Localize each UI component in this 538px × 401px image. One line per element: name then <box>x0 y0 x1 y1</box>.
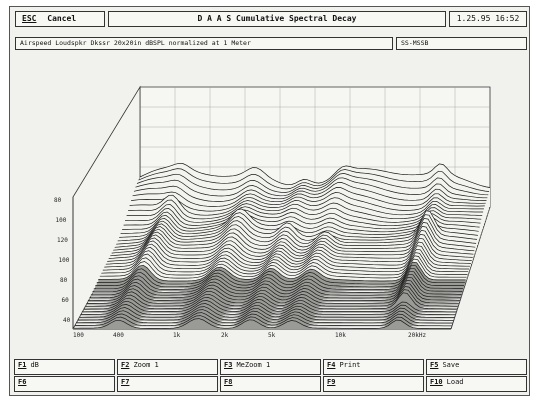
function-key-code: F10 <box>430 378 443 386</box>
function-key-code: F9 <box>327 378 336 386</box>
spectral-slice <box>136 173 489 196</box>
date-display: 1.25.95 16:52 <box>449 11 527 27</box>
y-tick-label: 60 <box>61 297 69 304</box>
slice-fill <box>117 214 477 248</box>
spectral-slice <box>83 292 458 310</box>
spectral-slice <box>99 258 467 279</box>
window-title: D A A S Cumulative Spectral Decay <box>108 11 446 27</box>
spectral-slice <box>116 218 477 245</box>
function-key-f6[interactable]: F6 <box>14 376 115 392</box>
function-key-label: Save <box>442 361 460 369</box>
spectral-slice <box>135 177 488 199</box>
spectral-slice <box>73 318 451 329</box>
spectral-slice <box>77 309 454 321</box>
waterfall-plot <box>72 85 491 330</box>
y-tick-label: 40 <box>63 317 71 324</box>
spectral-slice <box>93 270 464 290</box>
spectral-slice <box>81 300 457 313</box>
function-key-code: F6 <box>18 378 27 386</box>
function-key-code: F1 <box>18 361 27 369</box>
function-key-f8[interactable]: F8 <box>220 376 321 392</box>
function-key-label: Print <box>339 361 361 369</box>
spectral-slice <box>108 237 472 261</box>
function-key-f4[interactable]: F4 Print <box>323 359 424 375</box>
spectral-slice <box>114 222 476 248</box>
function-key-f2[interactable]: F2 Zoom 1 <box>117 359 218 375</box>
spectral-slice <box>102 252 469 273</box>
spectral-slice <box>76 312 453 324</box>
x-tick-label: 20kHz <box>408 332 427 339</box>
spectral-slice <box>84 289 458 307</box>
spectral-slice <box>105 245 471 267</box>
time-axis-line <box>450 206 491 330</box>
slice-fill <box>116 218 477 251</box>
y-tick-label: 120 <box>57 237 68 244</box>
spectral-slice <box>119 210 478 238</box>
function-key-code: F2 <box>121 361 130 369</box>
y-tick-label: 80 <box>54 197 62 204</box>
spectral-slice <box>113 225 475 252</box>
spectral-slice <box>139 162 491 188</box>
spectral-slice <box>133 182 487 202</box>
spectral-slice <box>98 261 466 282</box>
spectral-slice <box>107 241 471 264</box>
daas-window: ESC Cancel D A A S Cumulative Spectral D… <box>9 6 530 396</box>
y-tick-label: 80 <box>60 277 68 284</box>
spectral-slice <box>90 276 462 296</box>
spectral-slice <box>117 214 478 242</box>
function-key-label: MeZoom 1 <box>236 361 271 369</box>
spectral-slice <box>104 248 470 270</box>
slice-fill <box>113 226 475 256</box>
spectral-slice <box>86 286 459 304</box>
x-tick-label: 5k <box>268 332 276 339</box>
x-tick-label: 10k <box>335 332 346 339</box>
spectral-slice <box>74 315 452 327</box>
spectral-slice <box>110 233 473 258</box>
x-tick-label: 1k <box>173 332 181 339</box>
spectral-slice <box>101 255 468 276</box>
function-key-f7[interactable]: F7 <box>117 376 218 392</box>
file-name: SS-MSSB <box>396 37 527 50</box>
spectral-slice <box>111 229 474 255</box>
function-key-label: dB <box>30 361 39 369</box>
function-key-f1[interactable]: F1 dB <box>14 359 115 375</box>
spectral-slice <box>126 204 483 223</box>
spectral-slice <box>129 194 484 216</box>
spectral-slice <box>89 279 461 299</box>
escape-key-label: ESC <box>22 14 37 23</box>
function-key-f5[interactable]: F5 Save <box>426 359 527 375</box>
escape-label: Cancel <box>47 14 77 23</box>
slice-fill <box>119 210 478 245</box>
measurement-description: Airspeed Loudspkr Dkssr 20x20in dBSPL no… <box>15 37 393 50</box>
spectral-slice <box>92 273 463 293</box>
function-key-f9[interactable]: F9 <box>323 376 424 392</box>
y-tick-label: 100 <box>55 217 67 224</box>
spectral-slice <box>138 168 490 192</box>
x-tick-label: 100 <box>73 332 84 339</box>
spectral-slice <box>78 306 455 318</box>
spectral-slice <box>96 264 465 285</box>
function-key-code: F4 <box>327 361 336 369</box>
function-key-code: F3 <box>224 361 233 369</box>
spectral-slice <box>80 303 456 316</box>
x-tick-label: 400 <box>113 332 124 339</box>
spectral-slice <box>132 187 486 207</box>
function-key-code: F5 <box>430 361 439 369</box>
function-key-label: Zoom 1 <box>133 361 159 369</box>
y-tick-label: 100 <box>58 257 70 264</box>
spectral-slice <box>95 267 464 288</box>
spectral-slice <box>87 283 460 301</box>
function-key-f10[interactable]: F10 Load <box>426 376 527 392</box>
spectral-slice <box>128 199 484 220</box>
function-key-label: Load <box>446 378 464 386</box>
spectral-slice <box>131 192 485 212</box>
function-key-code: F8 <box>224 378 233 386</box>
function-key-code: F7 <box>121 378 130 386</box>
x-tick-label: 2k <box>221 332 229 339</box>
escape-button[interactable]: ESC Cancel <box>15 11 105 27</box>
function-key-f3[interactable]: F3 MeZoom 1 <box>220 359 321 375</box>
